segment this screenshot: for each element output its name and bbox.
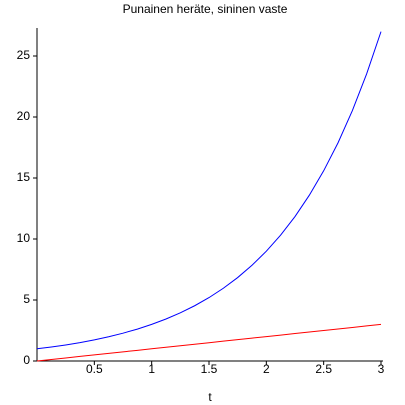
chart-title: Punainen heräte, sininen vaste xyxy=(123,2,288,16)
x-axis-label: t xyxy=(208,390,212,404)
y-tick-label: 25 xyxy=(17,48,31,62)
y-tick-label: 5 xyxy=(23,292,30,306)
y-tick-label: 20 xyxy=(17,109,31,123)
x-tick-label: 2 xyxy=(263,362,270,376)
y-tick-label: 15 xyxy=(17,170,31,184)
line-series xyxy=(36,323,382,362)
x-tick-label: 0.5 xyxy=(86,362,103,376)
line-series xyxy=(36,31,382,350)
x-tick-label: 1 xyxy=(148,362,155,376)
x-tick-label: 1.5 xyxy=(201,362,218,376)
x-tick-label: 3 xyxy=(378,362,385,376)
y-tick-label: 10 xyxy=(17,231,31,245)
y-tick-label: 0 xyxy=(23,353,30,367)
x-tick-label: 2.5 xyxy=(315,362,332,376)
